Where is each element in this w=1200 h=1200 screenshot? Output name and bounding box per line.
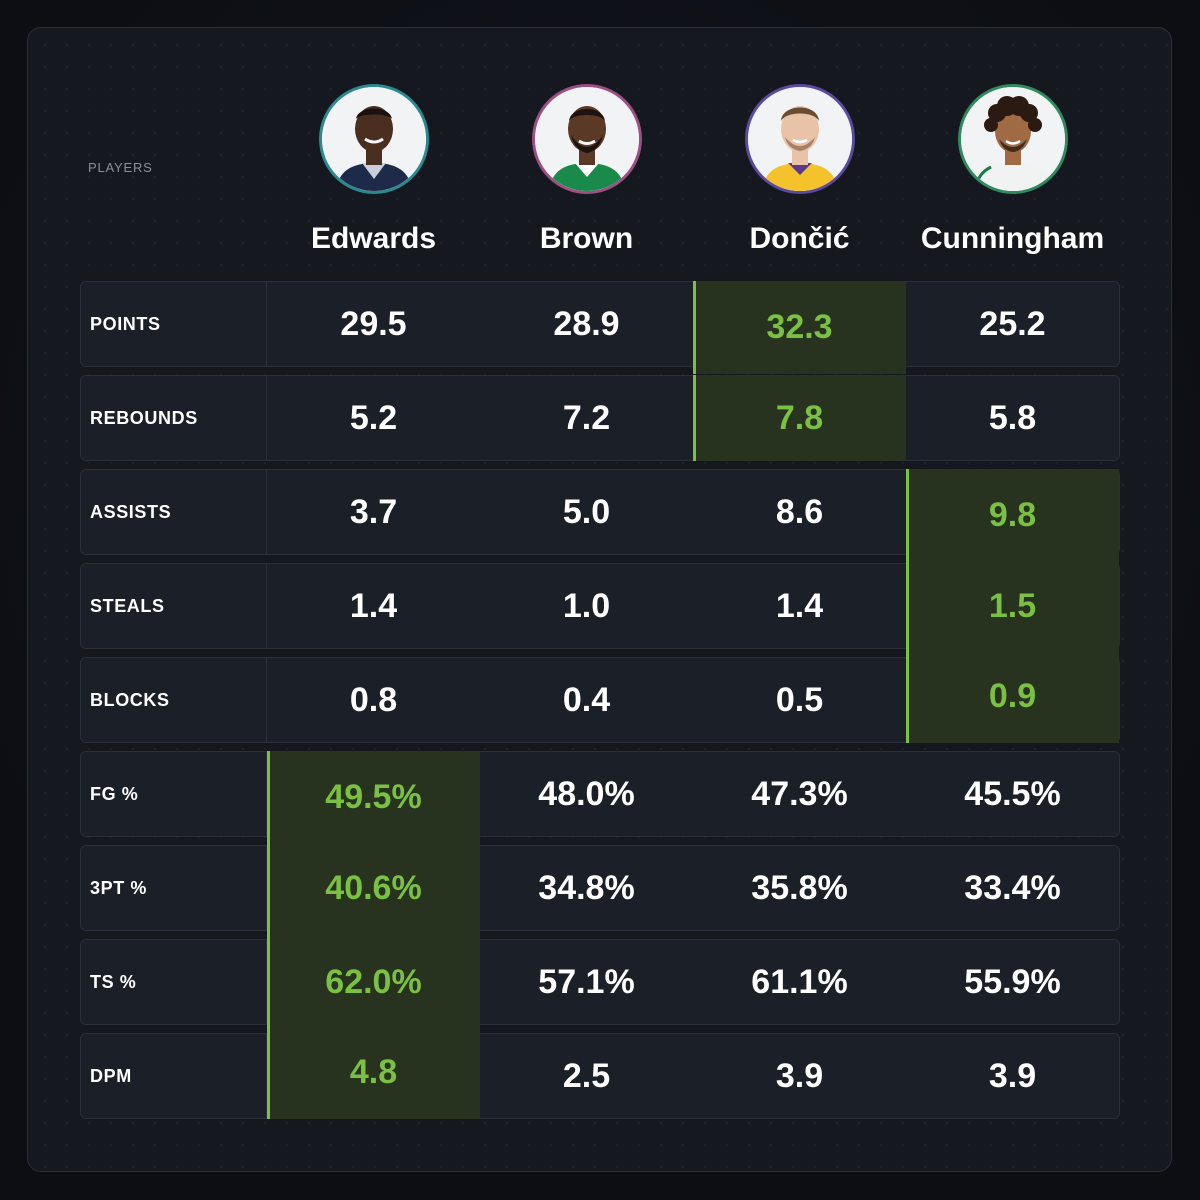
stat-value-brown: 5.0 bbox=[562, 492, 611, 531]
stat-row-steals: STEALS 1.4 1.0 1.4 1.5 bbox=[80, 556, 1120, 656]
stat-value-cunningham: 33.4% bbox=[964, 868, 1061, 907]
stat-label: TS % bbox=[81, 940, 267, 1024]
stat-row-fg-pct: FG % 49.5% 48.0% 47.3% 45.5% bbox=[80, 751, 1120, 844]
stat-row-ts-pct: TS % 62.0% 57.1% 61.1% 55.9% bbox=[80, 932, 1120, 1032]
player-photo bbox=[318, 84, 429, 194]
player-name: Brown bbox=[539, 222, 634, 255]
stat-value-doncic: 0.5 bbox=[775, 680, 824, 719]
player-portrait-icon bbox=[534, 87, 639, 191]
player-doncic: Dončić bbox=[693, 84, 906, 256]
stat-label: REBOUNDS bbox=[81, 376, 267, 460]
stat-label: DPM bbox=[81, 1034, 267, 1118]
stat-value-edwards-best: 49.5% bbox=[267, 751, 480, 844]
player-photo bbox=[957, 84, 1068, 194]
stat-value-brown: 57.1% bbox=[538, 962, 635, 1001]
player-name: Cunningham bbox=[920, 222, 1105, 255]
stat-row-3pt-pct: 3PT % 40.6% 34.8% 35.8% 33.4% bbox=[80, 838, 1120, 938]
stat-value-cunningham-best: 0.9 bbox=[906, 650, 1119, 743]
stat-label: STEALS bbox=[81, 564, 267, 648]
stat-label: POINTS bbox=[81, 282, 267, 366]
stat-row-blocks: BLOCKS 0.8 0.4 0.5 0.9 bbox=[80, 650, 1120, 743]
stat-value-cunningham-best: 9.8 bbox=[906, 469, 1119, 562]
stat-value-brown: 2.5 bbox=[562, 1056, 611, 1095]
player-brown: Brown bbox=[480, 84, 693, 256]
stat-value-edwards: 29.5 bbox=[340, 304, 407, 343]
stat-value-doncic-best: 32.3 bbox=[693, 281, 906, 374]
stat-value-brown: 1.0 bbox=[562, 586, 611, 625]
stats-table: POINTS 29.5 28.9 32.3 25.2 REBOUNDS 5.2 … bbox=[80, 281, 1120, 1127]
stat-value-brown: 48.0% bbox=[538, 774, 635, 813]
stat-value-edwards: 1.4 bbox=[349, 586, 398, 625]
player-photo bbox=[531, 84, 642, 194]
stat-value-cunningham: 5.8 bbox=[988, 398, 1037, 437]
stat-row-dpm: DPM 4.8 2.5 3.9 3.9 bbox=[80, 1026, 1120, 1119]
stat-value-doncic: 35.8% bbox=[751, 868, 848, 907]
stat-value-doncic: 1.4 bbox=[775, 586, 824, 625]
players-label: PLAYERS bbox=[88, 160, 153, 175]
player-portrait-icon bbox=[960, 87, 1065, 191]
stat-value-cunningham: 55.9% bbox=[964, 962, 1061, 1001]
stat-label: FG % bbox=[81, 752, 267, 836]
stat-value-edwards-best: 4.8 bbox=[267, 1026, 480, 1119]
player-portrait-icon bbox=[321, 87, 426, 191]
player-name: Dončić bbox=[749, 222, 850, 255]
stat-value-doncic: 47.3% bbox=[751, 774, 848, 813]
stat-value-edwards: 3.7 bbox=[349, 492, 398, 531]
stat-value-brown: 34.8% bbox=[538, 868, 635, 907]
stat-value-edwards-best: 40.6% bbox=[267, 838, 480, 938]
stat-value-doncic: 8.6 bbox=[775, 492, 824, 531]
stat-value-brown: 28.9 bbox=[553, 304, 620, 343]
stat-value-cunningham: 45.5% bbox=[964, 774, 1061, 813]
player-cunningham: Cunningham bbox=[906, 84, 1119, 256]
stat-value-cunningham: 3.9 bbox=[988, 1056, 1037, 1095]
stat-row-rebounds: REBOUNDS 5.2 7.2 7.8 5.8 bbox=[80, 375, 1120, 461]
player-portrait-icon bbox=[747, 87, 852, 191]
stat-value-brown: 0.4 bbox=[562, 680, 611, 719]
stat-label: 3PT % bbox=[81, 846, 267, 930]
stat-value-edwards: 0.8 bbox=[349, 680, 398, 719]
stat-value-doncic-best: 7.8 bbox=[693, 375, 906, 461]
stat-value-edwards-best: 62.0% bbox=[267, 932, 480, 1032]
stat-label: ASSISTS bbox=[81, 470, 267, 554]
stat-value-edwards: 5.2 bbox=[349, 398, 398, 437]
stat-value-cunningham-best: 1.5 bbox=[906, 556, 1119, 656]
player-edwards: Edwards bbox=[267, 84, 480, 256]
stat-value-brown: 7.2 bbox=[562, 398, 611, 437]
stat-value-doncic: 61.1% bbox=[751, 962, 848, 1001]
stat-label: BLOCKS bbox=[81, 658, 267, 742]
stat-value-cunningham: 25.2 bbox=[979, 304, 1046, 343]
stat-row-assists: ASSISTS 3.7 5.0 8.6 9.8 bbox=[80, 469, 1120, 562]
player-name: Edwards bbox=[310, 222, 437, 255]
stat-value-doncic: 3.9 bbox=[775, 1056, 824, 1095]
stat-row-points: POINTS 29.5 28.9 32.3 25.2 bbox=[80, 281, 1120, 374]
player-photo bbox=[744, 84, 855, 194]
